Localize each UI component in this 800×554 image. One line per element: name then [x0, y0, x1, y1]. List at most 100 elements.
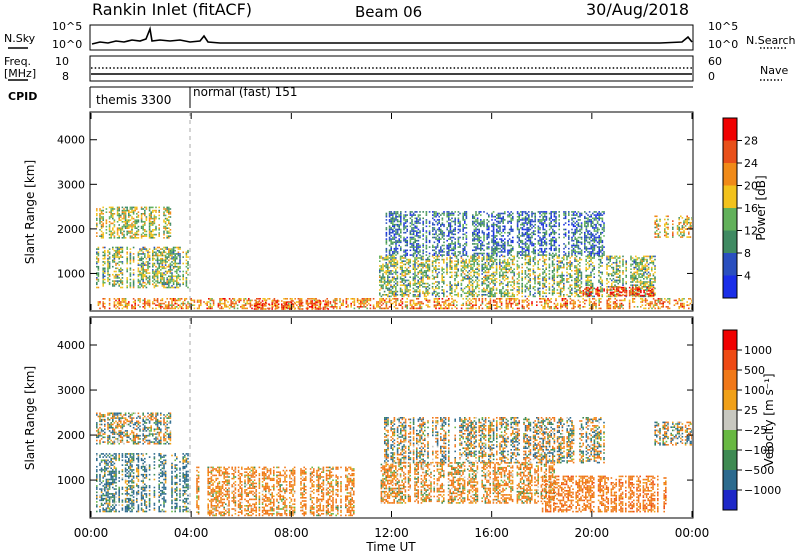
- power-cell: [100, 230, 103, 233]
- power-cell: [473, 246, 476, 248]
- power-cell: [129, 251, 132, 254]
- power-cell: [502, 243, 504, 245]
- power-cell: [132, 246, 135, 249]
- power-cell: [512, 307, 514, 310]
- power-cell: [96, 251, 98, 254]
- power-cell: [382, 294, 384, 296]
- power-cell: [249, 301, 252, 303]
- power-cell: [129, 232, 132, 234]
- power-cell: [116, 254, 119, 257]
- power-cell: [187, 306, 189, 308]
- power-cell: [339, 306, 341, 308]
- power-cell: [486, 252, 488, 255]
- power-cell: [404, 286, 407, 288]
- power-cell: [523, 307, 525, 310]
- power-cell: [552, 219, 554, 221]
- power-cell: [393, 263, 395, 266]
- power-cell: [454, 271, 456, 274]
- power-cell: [449, 289, 451, 291]
- power-cell: [236, 307, 239, 310]
- freq-panel-frame: [89, 55, 694, 82]
- power-cell: [382, 257, 384, 259]
- power-cell: [574, 228, 576, 231]
- power-cell: [438, 241, 440, 244]
- power-cell: [628, 299, 631, 302]
- power-cell: [392, 225, 394, 228]
- power-cell: [451, 268, 453, 270]
- power-cell: [590, 301, 592, 303]
- power-cell: [311, 301, 313, 304]
- power-cell: [148, 283, 151, 286]
- power-cell: [459, 223, 461, 226]
- power-cell: [163, 265, 165, 268]
- power-cell: [435, 301, 437, 303]
- power-cell: [423, 274, 426, 277]
- power-cell: [569, 302, 572, 305]
- power-cell: [470, 307, 472, 310]
- power-cell: [273, 302, 276, 305]
- power-cell: [409, 265, 411, 267]
- power-cell: [593, 241, 596, 244]
- power-cell: [478, 235, 480, 237]
- power-cell: [118, 301, 120, 303]
- power-cell: [518, 217, 520, 220]
- power-cell: [150, 216, 152, 218]
- power-cell: [572, 239, 575, 242]
- power-cell: [504, 247, 506, 250]
- power-cell: [289, 298, 292, 300]
- power-cell: [500, 251, 503, 253]
- power-cell: [166, 227, 168, 229]
- power-cell: [99, 219, 101, 221]
- power-cell: [449, 231, 452, 234]
- power-cell: [476, 244, 479, 247]
- power-cell: [169, 235, 172, 237]
- power-cell: [110, 235, 112, 237]
- power-cell: [463, 276, 466, 278]
- power-cell: [465, 278, 467, 280]
- power-cell: [144, 299, 146, 302]
- power-cell: [563, 223, 565, 226]
- power-cell: [156, 257, 159, 260]
- power-cell: [441, 255, 443, 258]
- power-cell: [152, 222, 154, 225]
- power-cell: [182, 301, 184, 303]
- power-cell: [399, 255, 402, 258]
- power-cell: [140, 235, 143, 237]
- power-cell: [153, 278, 156, 281]
- power-cell: [486, 233, 488, 236]
- power-cell: [395, 214, 397, 216]
- power-cell: [156, 272, 159, 274]
- power-cell: [387, 281, 389, 283]
- power-cell: [526, 247, 528, 250]
- power-cell: [190, 298, 192, 300]
- power-cell: [457, 228, 460, 231]
- power-cell: [407, 279, 410, 282]
- power-cell: [473, 298, 476, 300]
- power-cell: [393, 225, 396, 228]
- power-cell: [574, 302, 576, 305]
- power-cell: [144, 211, 146, 213]
- power-cell: [140, 219, 143, 221]
- power-cell: [459, 228, 461, 231]
- power-cell: [342, 301, 344, 303]
- power-cell: [144, 248, 146, 250]
- power-cell: [176, 306, 178, 308]
- power-cell: [153, 272, 156, 274]
- power-cell: [465, 236, 468, 239]
- power-cell: [598, 243, 600, 245]
- power-cell: [600, 238, 602, 240]
- power-cell: [494, 223, 496, 226]
- power-cell: [271, 303, 273, 305]
- power-cell: [108, 237, 111, 239]
- power-cell: [529, 228, 532, 231]
- power-cell: [316, 308, 318, 310]
- power-cell: [540, 298, 543, 300]
- power-cell: [456, 307, 458, 310]
- power-cell: [446, 211, 448, 213]
- power-cell: [632, 298, 634, 300]
- power-cell: [153, 270, 156, 273]
- power-cell: [415, 255, 418, 258]
- power-cell: [463, 292, 466, 294]
- power-cell: [104, 307, 106, 310]
- power-cell: [169, 213, 172, 215]
